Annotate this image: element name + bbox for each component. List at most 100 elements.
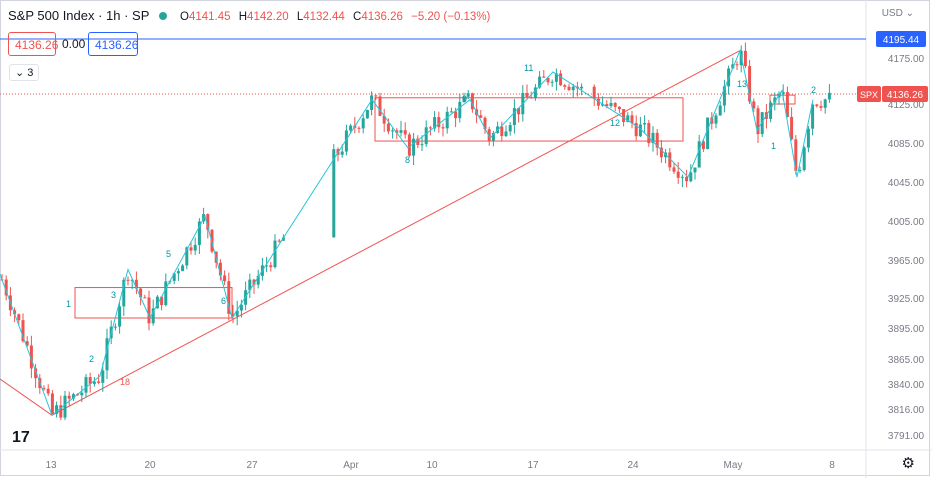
- candle-body: [693, 167, 697, 173]
- candle-body: [407, 134, 411, 156]
- high-label: H: [238, 11, 248, 23]
- candle-body: [533, 87, 537, 99]
- price-tick-label: 3865.00: [888, 355, 925, 366]
- candle-body: [365, 109, 369, 119]
- candle-body: [105, 338, 109, 371]
- price-tick-label: 3965.00: [888, 256, 925, 267]
- last-price-label: 4136.26: [887, 90, 924, 101]
- candle-body: [542, 76, 546, 78]
- candle-body: [479, 115, 483, 118]
- candle-body: [34, 368, 38, 379]
- candle-body: [634, 123, 638, 137]
- candle-body: [239, 304, 243, 311]
- candle-body: [265, 265, 269, 267]
- candle-body: [563, 85, 567, 87]
- candle-body: [718, 105, 722, 116]
- candle-body: [609, 102, 613, 107]
- candle-body: [139, 288, 143, 298]
- candle-body: [256, 275, 260, 285]
- candle-body: [731, 64, 735, 69]
- candle-body: [231, 313, 235, 317]
- trend-line[interactable]: [0, 50, 741, 416]
- candle-body: [550, 81, 554, 83]
- time-tick-label: May: [724, 460, 743, 471]
- symbol-legend[interactable]: S&P 500 Index · 1h · SP: [8, 8, 171, 23]
- candle-body: [512, 108, 516, 126]
- buy-price-button[interactable]: 4136.26: [88, 32, 138, 56]
- candle-body: [4, 279, 8, 296]
- candle-body: [281, 237, 285, 241]
- candle-body: [680, 176, 684, 178]
- candle-body: [84, 377, 88, 393]
- candle-body: [374, 95, 378, 97]
- chevron-down-icon: ⌄: [905, 8, 914, 19]
- candle-body: [424, 127, 428, 145]
- candle-body: [17, 314, 21, 321]
- candle-body: [823, 99, 827, 108]
- zigzag-line[interactable]: [0, 48, 814, 417]
- candle-body: [332, 149, 336, 238]
- indicators-toggle[interactable]: ⌄ 3: [9, 64, 40, 81]
- time-tick-label: 13: [45, 460, 57, 471]
- candle-body: [59, 405, 63, 418]
- candle-body: [697, 141, 701, 168]
- candle-body: [181, 265, 185, 272]
- symbol-title[interactable]: S&P 500 Index · 1h · SP: [8, 8, 150, 23]
- candle-body: [227, 281, 231, 314]
- candle-body: [685, 176, 689, 182]
- candle-body: [349, 125, 353, 131]
- wave-label: 11: [524, 63, 533, 73]
- candle-body: [386, 123, 390, 132]
- candle-body: [714, 115, 718, 124]
- candle-body: [655, 132, 659, 148]
- low-label: L: [296, 11, 304, 23]
- price-tick-label: 3925.00: [888, 294, 925, 305]
- candle-body: [802, 147, 806, 171]
- candle-body: [445, 111, 449, 129]
- candle-body: [113, 326, 117, 328]
- candle-body: [63, 395, 67, 418]
- candle-body: [344, 130, 348, 152]
- tradingview-logo: 17: [12, 429, 30, 446]
- candle-body: [470, 93, 474, 110]
- open-label: O: [180, 11, 189, 23]
- candle-body: [370, 95, 374, 110]
- candle-body: [651, 132, 655, 144]
- candle-body: [617, 106, 621, 110]
- candle-body: [811, 104, 815, 129]
- candle-body: [668, 152, 672, 168]
- candle-body: [235, 310, 239, 317]
- candle-body: [122, 279, 126, 307]
- wave-label: 6: [221, 296, 226, 306]
- candle-body: [277, 240, 281, 242]
- candle-body: [760, 112, 764, 135]
- candle-body: [189, 247, 193, 251]
- candle-body: [50, 393, 54, 414]
- candle-body: [626, 115, 630, 122]
- wave-label: 9: [462, 94, 467, 104]
- price-tick-label: 4005.00: [888, 217, 925, 228]
- close-value: 4136.26: [361, 11, 403, 23]
- candle-body: [92, 381, 96, 384]
- candle-body: [269, 265, 273, 268]
- candle-body: [197, 221, 201, 245]
- candle-body: [391, 130, 395, 132]
- candle-body: [622, 109, 626, 122]
- candle-body: [403, 130, 407, 135]
- sell-price-button[interactable]: 4136.26: [8, 32, 58, 56]
- candle-body: [701, 141, 705, 150]
- candle-body: [672, 167, 676, 172]
- candle-body: [185, 247, 189, 266]
- currency-selector[interactable]: USD ⌄: [882, 8, 914, 19]
- candle-body: [172, 273, 176, 281]
- gear-icon[interactable]: ⚙: [901, 455, 915, 472]
- time-tick-label: 24: [627, 460, 639, 471]
- candle-body: [596, 98, 600, 106]
- candle-body: [538, 76, 542, 88]
- candle-body: [382, 115, 386, 124]
- candle-body: [580, 86, 584, 89]
- wave-label: 12: [610, 118, 620, 128]
- candle-body: [819, 106, 823, 108]
